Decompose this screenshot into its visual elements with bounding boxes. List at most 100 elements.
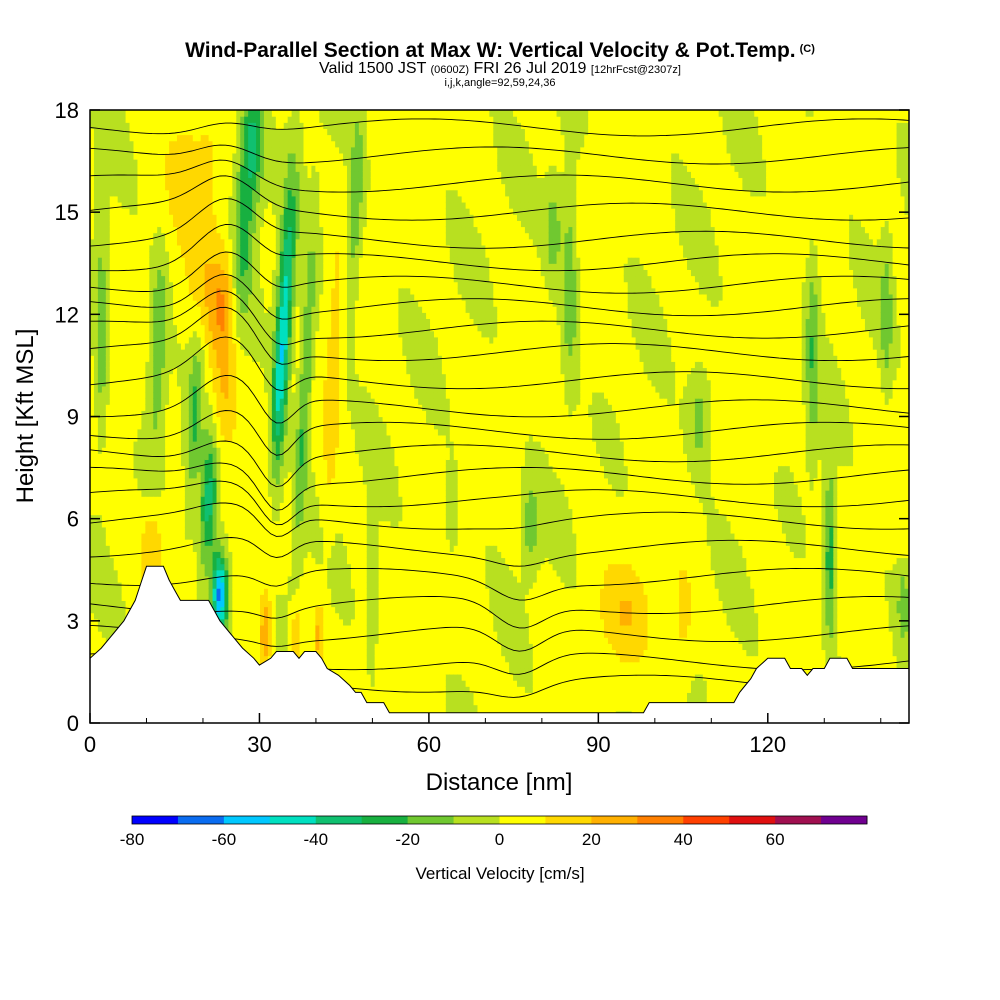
velocity-cell [93,220,99,228]
velocity-cell [263,134,269,142]
velocity-cell [90,606,95,614]
velocity-cell [109,563,115,571]
velocity-cell [216,275,222,283]
velocity-cell [240,269,245,277]
velocity-cell [176,263,182,270]
velocity-cell [113,428,119,436]
velocity-cell [267,453,273,461]
velocity-cell [236,508,241,516]
velocity-cell [137,146,142,154]
velocity-cell [271,410,277,418]
velocity-cell [248,385,253,393]
velocity-cell [117,177,123,185]
velocity-cell [105,275,111,283]
velocity-cell [216,238,222,246]
velocity-cell [113,398,119,405]
velocity-cell [97,300,103,307]
velocity-cell [133,238,139,246]
velocity-cell [224,532,229,540]
velocity-cell [105,416,111,424]
velocity-cell [145,220,150,228]
velocity-cell [188,349,194,356]
velocity-cell [196,312,202,320]
velocity-cell [228,563,233,571]
velocity-cell [145,195,150,203]
velocity-cell [267,275,273,283]
velocity-cell [133,477,139,485]
velocity-cell [97,637,103,644]
velocity-cell [220,575,226,583]
velocity-cell [208,459,214,467]
velocity-cell [188,532,194,540]
velocity-cell [90,490,95,497]
velocity-cell [117,575,123,583]
velocity-cell [279,318,285,326]
velocity-cell [137,134,142,142]
velocity-cell [204,532,210,540]
velocity-cell [125,226,131,234]
velocity-cell [212,391,218,399]
velocity-cell [228,116,233,123]
velocity-cell [256,324,261,332]
velocity-cell [113,208,119,215]
velocity-cell [260,483,265,491]
velocity-cell [283,539,289,546]
velocity-cell [236,134,241,142]
velocity-cell [180,575,186,583]
velocity-cell [252,152,257,160]
velocity-cell [129,152,135,160]
velocity-cell [165,569,170,577]
velocity-cell [224,140,229,148]
velocity-cell [263,447,269,454]
velocity-cell [200,312,206,320]
velocity-cell [279,159,285,166]
velocity-cell [176,318,182,326]
velocity-cell [149,128,154,136]
velocity-cell [283,618,289,626]
velocity-cell [279,416,285,424]
velocity-cell [200,477,206,485]
velocity-cell [279,300,285,307]
velocity-cell [97,165,103,172]
velocity-cell [208,496,214,503]
velocity-cell [232,134,237,142]
velocity-cell [161,398,166,405]
velocity-cell [109,471,115,479]
velocity-cell [149,300,154,307]
velocity-cell [196,532,202,540]
velocity-cell [279,637,285,644]
velocity-cell [275,526,281,534]
velocity-cell [184,349,190,356]
velocity-cell [204,269,210,277]
velocity-cell [260,146,265,154]
velocity-cell [173,134,178,142]
velocity-cell [145,165,150,172]
velocity-cell [216,342,222,350]
velocity-cell [260,367,265,375]
velocity-cell [121,422,127,430]
velocity-cell [141,336,146,344]
velocity-cell [176,563,182,571]
velocity-cell [244,152,249,160]
velocity-cell [275,575,281,583]
velocity-cell [137,453,142,461]
velocity-cell [260,655,265,663]
velocity-cell [275,465,281,473]
velocity-cell [97,422,103,430]
velocity-cell [267,612,273,620]
velocity-cell [137,391,142,399]
velocity-cell [232,600,237,608]
velocity-cell [271,483,277,491]
velocity-cell [125,159,131,166]
velocity-cell [169,355,174,362]
velocity-cell [169,551,174,559]
velocity-cell [113,545,119,552]
velocity-cell [196,195,202,203]
velocity-cell [145,391,150,399]
velocity-cell [133,379,139,387]
velocity-cell [121,349,127,356]
velocity-cell [208,526,214,534]
velocity-cell [260,287,265,295]
velocity-cell [279,502,285,510]
velocity-cell [109,416,115,424]
